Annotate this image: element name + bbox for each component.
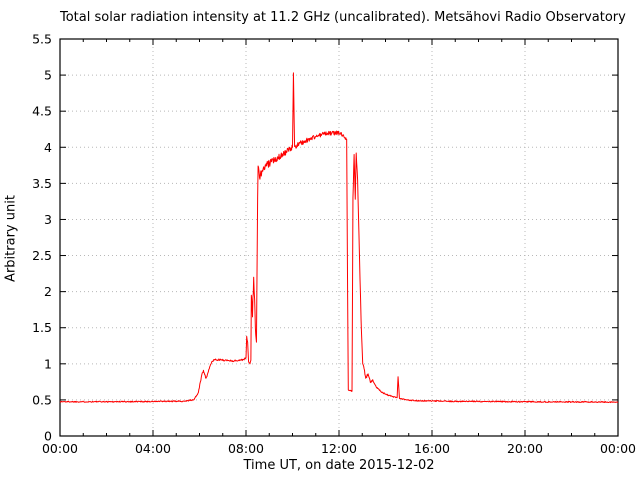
y-tick-label: 3 [44,212,52,227]
x-axis-label: Time UT, on date 2015-12-02 [243,458,435,473]
y-tick-label: 3.5 [32,176,52,191]
x-tick-label: 20:00 [507,441,543,456]
y-tick-label: 5 [44,68,52,83]
y-tick-label: 1 [44,356,52,371]
y-tick-label: 2.5 [32,248,52,263]
y-tick-label: 2 [44,284,52,299]
x-tick-label: 16:00 [414,441,450,456]
y-tick-label: 4.5 [32,104,52,119]
x-tick-label: 04:00 [135,441,171,456]
y-tick-label: 0 [44,429,52,444]
y-tick-label: 5.5 [32,32,52,47]
y-tick-label: 0.5 [32,392,52,407]
x-tick-label: 12:00 [321,441,357,456]
x-tick-label: 08:00 [228,441,264,456]
chart-title: Total solar radiation intensity at 11.2 … [60,10,626,25]
intensity-trace [59,72,619,404]
y-axis-label: Arbitrary unit [3,195,19,282]
y-tick-label: 4 [44,140,52,155]
y-tick-label: 1.5 [32,320,52,335]
plot-frame [59,38,619,437]
x-tick-label: 00:00 [600,441,636,456]
x-tick-label: 00:00 [42,441,78,456]
